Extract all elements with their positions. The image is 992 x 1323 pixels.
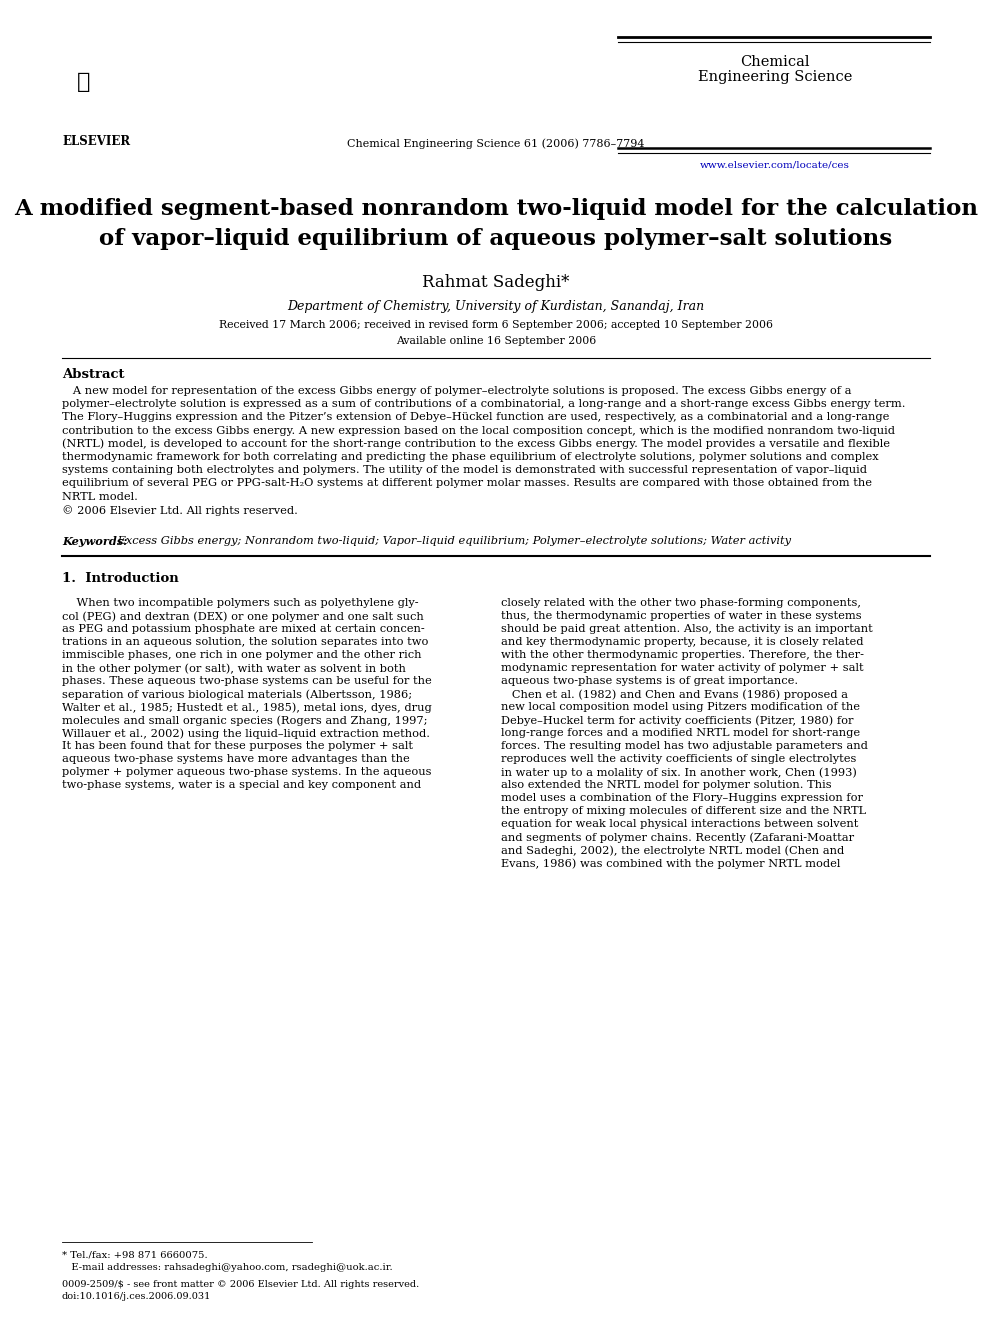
Text: A new model for representation of the excess Gibbs energy of polymer–electrolyte: A new model for representation of the ex… [62, 386, 851, 396]
Text: Chemical: Chemical [740, 56, 809, 69]
Text: modynamic representation for water activity of polymer + salt: modynamic representation for water activ… [501, 663, 864, 673]
Text: separation of various biological materials (Albertsson, 1986;: separation of various biological materia… [62, 689, 412, 700]
Text: polymer + polymer aqueous two-phase systems. In the aqueous: polymer + polymer aqueous two-phase syst… [62, 767, 432, 777]
Text: www.elsevier.com/locate/ces: www.elsevier.com/locate/ces [700, 160, 850, 169]
Text: equilibrium of several PEG or PPG-salt-H₂O systems at different polymer molar ma: equilibrium of several PEG or PPG-salt-H… [62, 479, 872, 488]
Text: Excess Gibbs energy; Nonrandom two-liquid; Vapor–liquid equilibrium; Polymer–ele: Excess Gibbs energy; Nonrandom two-liqui… [114, 536, 791, 546]
Text: with the other thermodynamic properties. Therefore, the ther-: with the other thermodynamic properties.… [501, 650, 864, 660]
Text: forces. The resulting model has two adjustable parameters and: forces. The resulting model has two adju… [501, 741, 868, 751]
Text: as PEG and potassium phosphate are mixed at certain concen-: as PEG and potassium phosphate are mixed… [62, 624, 425, 634]
Text: Chen et al. (1982) and Chen and Evans (1986) proposed a: Chen et al. (1982) and Chen and Evans (1… [501, 689, 848, 700]
Text: and Sadeghi, 2002), the electrolyte NRTL model (Chen and: and Sadeghi, 2002), the electrolyte NRTL… [501, 845, 844, 856]
Text: two-phase systems, water is a special and key component and: two-phase systems, water is a special an… [62, 781, 422, 790]
Text: aqueous two-phase systems is of great importance.: aqueous two-phase systems is of great im… [501, 676, 799, 687]
Text: NRTL model.: NRTL model. [62, 492, 138, 501]
Text: Department of Chemistry, University of Kurdistan, Sanandaj, Iran: Department of Chemistry, University of K… [288, 300, 704, 314]
Text: and segments of polymer chains. Recently (Zafarani-Moattar: and segments of polymer chains. Recently… [501, 832, 854, 843]
Text: closely related with the other two phase-forming components,: closely related with the other two phase… [501, 598, 861, 609]
Text: Chemical Engineering Science 61 (2006) 7786–7794: Chemical Engineering Science 61 (2006) 7… [347, 138, 645, 148]
Text: (NRTL) model, is developed to account for the short-range contribution to the ex: (NRTL) model, is developed to account fo… [62, 439, 890, 450]
Text: Walter et al., 1985; Hustedt et al., 1985), metal ions, dyes, drug: Walter et al., 1985; Hustedt et al., 198… [62, 703, 432, 713]
Text: molecules and small organic species (Rogers and Zhang, 1997;: molecules and small organic species (Rog… [62, 714, 428, 725]
Text: Abstract: Abstract [62, 368, 125, 381]
Text: It has been found that for these purposes the polymer + salt: It has been found that for these purpose… [62, 741, 413, 751]
Text: 1.  Introduction: 1. Introduction [62, 572, 179, 585]
Text: systems containing both electrolytes and polymers. The utility of the model is d: systems containing both electrolytes and… [62, 466, 867, 475]
Text: immiscible phases, one rich in one polymer and the other rich: immiscible phases, one rich in one polym… [62, 650, 422, 660]
Text: contribution to the excess Gibbs energy. A new expression based on the local com: contribution to the excess Gibbs energy.… [62, 426, 895, 435]
Text: Available online 16 September 2006: Available online 16 September 2006 [396, 336, 596, 347]
Text: the entropy of mixing molecules of different size and the NRTL: the entropy of mixing molecules of diffe… [501, 806, 866, 816]
Text: thermodynamic framework for both correlating and predicting the phase equilibriu: thermodynamic framework for both correla… [62, 452, 879, 462]
Text: reproduces well the activity coefficients of single electrolytes: reproduces well the activity coefficient… [501, 754, 856, 763]
Text: equation for weak local physical interactions between solvent: equation for weak local physical interac… [501, 819, 858, 830]
Text: A modified segment-based nonrandom two-liquid model for the calculation: A modified segment-based nonrandom two-l… [14, 198, 978, 220]
Text: 🌳: 🌳 [76, 73, 90, 93]
Text: in water up to a molality of six. In another work, Chen (1993): in water up to a molality of six. In ano… [501, 767, 857, 778]
Text: doi:10.1016/j.ces.2006.09.031: doi:10.1016/j.ces.2006.09.031 [62, 1293, 211, 1301]
Text: polymer–electrolyte solution is expressed as a sum of contributions of a combina: polymer–electrolyte solution is expresse… [62, 400, 906, 409]
Text: * Tel./fax: +98 871 6660075.: * Tel./fax: +98 871 6660075. [62, 1250, 207, 1259]
Text: Received 17 March 2006; received in revised form 6 September 2006; accepted 10 S: Received 17 March 2006; received in revi… [219, 320, 773, 329]
Text: Willauer et al., 2002) using the liquid–liquid extraction method.: Willauer et al., 2002) using the liquid–… [62, 728, 430, 738]
Text: 0009-2509/$ - see front matter © 2006 Elsevier Ltd. All rights reserved.: 0009-2509/$ - see front matter © 2006 El… [62, 1279, 420, 1289]
Text: trations in an aqueous solution, the solution separates into two: trations in an aqueous solution, the sol… [62, 636, 429, 647]
Text: Evans, 1986) was combined with the polymer NRTL model: Evans, 1986) was combined with the polym… [501, 859, 840, 869]
Text: © 2006 Elsevier Ltd. All rights reserved.: © 2006 Elsevier Ltd. All rights reserved… [62, 505, 298, 516]
Text: Keywords:: Keywords: [62, 536, 128, 546]
Text: and key thermodynamic property, because, it is closely related: and key thermodynamic property, because,… [501, 636, 863, 647]
Text: thus, the thermodynamic properties of water in these systems: thus, the thermodynamic properties of wa… [501, 611, 862, 620]
Text: aqueous two-phase systems have more advantages than the: aqueous two-phase systems have more adva… [62, 754, 410, 763]
Text: long-range forces and a modified NRTL model for short-range: long-range forces and a modified NRTL mo… [501, 728, 860, 738]
Text: should be paid great attention. Also, the activity is an important: should be paid great attention. Also, th… [501, 624, 873, 634]
Text: Debye–Huckel term for activity coefficients (Pitzer, 1980) for: Debye–Huckel term for activity coefficie… [501, 714, 853, 725]
Text: ELSEVIER: ELSEVIER [62, 135, 130, 148]
Text: also extended the NRTL model for polymer solution. This: also extended the NRTL model for polymer… [501, 781, 831, 790]
Text: model uses a combination of the Flory–Huggins expression for: model uses a combination of the Flory–Hu… [501, 792, 863, 803]
Text: E-mail addresses: rahsadeghi@yahoo.com, rsadeghi@uok.ac.ir.: E-mail addresses: rahsadeghi@yahoo.com, … [62, 1263, 393, 1271]
Text: phases. These aqueous two-phase systems can be useful for the: phases. These aqueous two-phase systems … [62, 676, 432, 687]
Text: in the other polymer (or salt), with water as solvent in both: in the other polymer (or salt), with wat… [62, 663, 406, 673]
Text: The Flory–Huggins expression and the Pitzer’s extension of Debye–Hückel function: The Flory–Huggins expression and the Pit… [62, 413, 890, 422]
Text: col (PEG) and dextran (DEX) or one polymer and one salt such: col (PEG) and dextran (DEX) or one polym… [62, 611, 424, 622]
Text: new local composition model using Pitzers modification of the: new local composition model using Pitzer… [501, 703, 860, 712]
Text: Engineering Science: Engineering Science [697, 70, 852, 83]
Text: Rahmat Sadeghi*: Rahmat Sadeghi* [423, 274, 569, 291]
Text: of vapor–liquid equilibrium of aqueous polymer–salt solutions: of vapor–liquid equilibrium of aqueous p… [99, 228, 893, 250]
Text: When two incompatible polymers such as polyethylene gly-: When two incompatible polymers such as p… [62, 598, 419, 609]
